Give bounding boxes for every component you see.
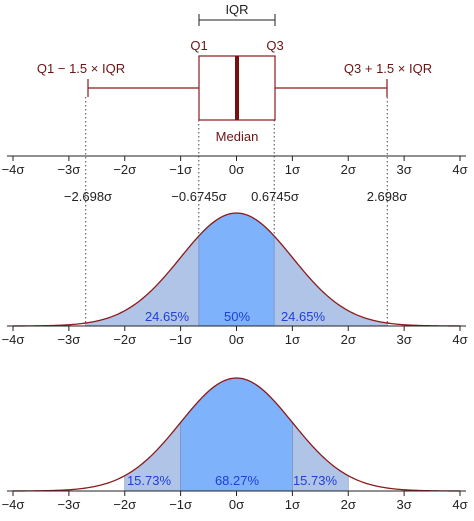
axis-tick-label: 1σ (285, 332, 300, 347)
axis-tick-label: 0σ (229, 162, 244, 177)
axis-tick-label: 1σ (285, 497, 300, 512)
sigma-marker-labels: −2.698σ −0.6745σ 0.6745σ 2.698σ (64, 189, 407, 204)
q1-label: Q1 (190, 38, 207, 53)
box-plot: IQR Q1 Q3 Q1 − 1.5 × IQR Q3 + 1.5 × IQR … (37, 2, 432, 144)
axis-tick-label: −2σ (113, 332, 136, 347)
axis-tick-label: −3σ (57, 162, 80, 177)
axis-tick-label: −3σ (57, 497, 80, 512)
axis-tick-label: −4σ (2, 162, 25, 177)
distribution-region (198, 213, 275, 326)
sigma-mark-label: 0.6745σ (251, 189, 299, 204)
axis-tick-label: 2σ (341, 332, 356, 347)
distribution-curve (13, 212, 460, 327)
sigma-mark-label: −2.698σ (64, 189, 112, 204)
region-percent-label: 15.73% (293, 473, 338, 488)
sigma-percent-labels: 15.73% 68.27% 15.73% (127, 473, 338, 488)
axis-tick-label: 3σ (396, 497, 411, 512)
axis-tick-label: −3σ (57, 332, 80, 347)
sigma-mark-label: −0.6745σ (171, 189, 226, 204)
axis-tick-label: −1σ (169, 497, 192, 512)
axis-tick-label: −1σ (169, 162, 192, 177)
region-percent-label: 24.65% (281, 309, 326, 324)
distribution-region (274, 235, 388, 326)
axis-tick-label: 4σ (452, 332, 467, 347)
axis-tick-label: 0σ (229, 332, 244, 347)
axis-tick-label: 2σ (341, 162, 356, 177)
distribution-region (180, 378, 293, 491)
axis-tick-label: 3σ (396, 332, 411, 347)
lower-whisker-label: Q1 − 1.5 × IQR (37, 61, 125, 76)
quartile-percent-labels: 24.65% 50% 24.65% (145, 309, 326, 324)
axis-tick-label: −4σ (2, 332, 25, 347)
sigma-normal-distribution (13, 377, 460, 492)
x-axis-middle: −4σ −3σ −2σ −1σ 0σ 1σ 2σ 3σ 4σ (2, 325, 468, 347)
x-axis-bottom: −4σ −3σ −2σ −1σ 0σ 1σ 2σ 3σ 4σ (2, 490, 468, 512)
q3-label: Q3 (266, 38, 283, 53)
axis-tick-label: 0σ (229, 497, 244, 512)
axis-tick-label: −1σ (169, 332, 192, 347)
quartile-normal-distribution (13, 212, 460, 327)
upper-whisker-label: Q3 + 1.5 × IQR (344, 61, 432, 76)
x-axis-top: −4σ −3σ −2σ −1σ 0σ 1σ 2σ 3σ 4σ (2, 155, 468, 177)
axis-tick-label: 1σ (285, 162, 300, 177)
iqr-label: IQR (225, 2, 248, 17)
axis-tick-label: 4σ (452, 162, 467, 177)
axis-tick-label: −2σ (113, 497, 136, 512)
axis-tick-label: 4σ (452, 497, 467, 512)
distribution-region (85, 235, 199, 326)
axis-tick-label: −2σ (113, 162, 136, 177)
sigma-mark-label: 2.698σ (367, 189, 408, 204)
region-percent-label: 24.65% (145, 309, 190, 324)
median-label: Median (216, 129, 259, 144)
region-percent-label: 15.73% (127, 473, 172, 488)
distribution-curve (13, 377, 460, 492)
axis-tick-label: −4σ (2, 497, 25, 512)
axis-tick-label: 2σ (341, 497, 356, 512)
axis-tick-label: 3σ (396, 162, 411, 177)
region-percent-label: 68.27% (215, 473, 260, 488)
region-percent-label: 50% (224, 309, 250, 324)
